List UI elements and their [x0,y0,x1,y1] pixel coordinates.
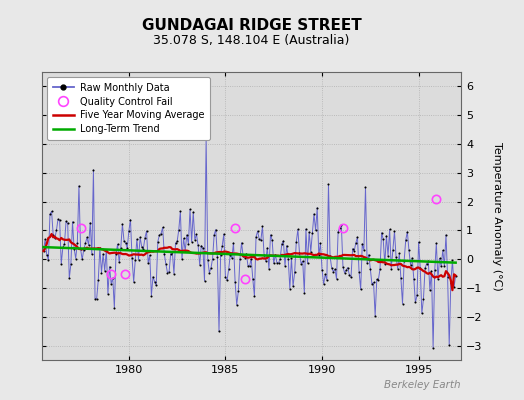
Text: GUNDAGAI RIDGE STREET: GUNDAGAI RIDGE STREET [141,18,362,33]
Text: Berkeley Earth: Berkeley Earth [385,380,461,390]
Legend: Raw Monthly Data, Quality Control Fail, Five Year Moving Average, Long-Term Tren: Raw Monthly Data, Quality Control Fail, … [47,77,210,140]
Text: 35.078 S, 148.104 E (Australia): 35.078 S, 148.104 E (Australia) [154,34,350,47]
Y-axis label: Temperature Anomaly (°C): Temperature Anomaly (°C) [492,142,502,290]
